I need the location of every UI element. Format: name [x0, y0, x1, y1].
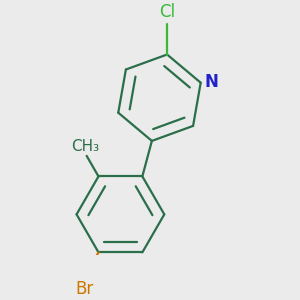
Text: N: N [205, 73, 219, 91]
Text: Br: Br [75, 280, 93, 298]
Text: Cl: Cl [159, 3, 175, 21]
Text: CH₃: CH₃ [71, 139, 100, 154]
